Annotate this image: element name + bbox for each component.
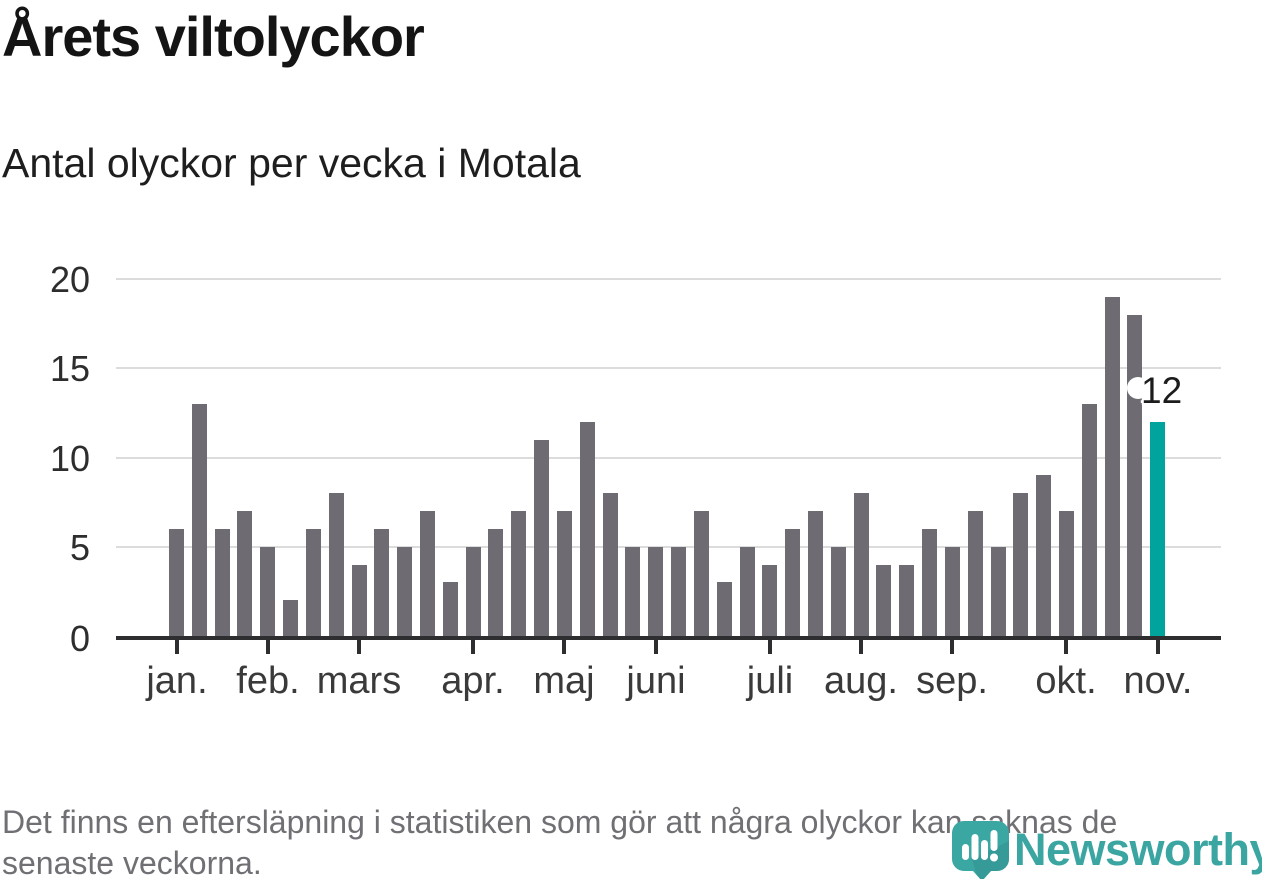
bar-week-43 bbox=[1127, 315, 1142, 636]
footnote: Det finns en eftersläpning i statistiken… bbox=[2, 802, 1117, 879]
y-tick-label-0: 0 bbox=[69, 618, 90, 659]
bar-week-40 bbox=[1059, 511, 1074, 636]
x-label-nov: nov. bbox=[1123, 660, 1193, 702]
bar-week-1 bbox=[169, 529, 184, 636]
bar-week-29 bbox=[808, 511, 823, 636]
bar-week-11 bbox=[397, 547, 412, 636]
bar-week-30 bbox=[831, 547, 846, 636]
bar-week-17 bbox=[534, 440, 549, 636]
bar-week-3 bbox=[215, 529, 230, 636]
x-tick-aug bbox=[859, 639, 863, 654]
bar-week-2 bbox=[192, 404, 207, 636]
x-label-aug: aug. bbox=[824, 660, 898, 702]
x-tick-apr bbox=[471, 639, 475, 654]
x-tick-okt bbox=[1064, 639, 1068, 654]
x-axis-line bbox=[116, 636, 1221, 640]
bar-week-33 bbox=[899, 565, 914, 636]
x-label-juli: juli bbox=[746, 660, 794, 702]
bar-week-32 bbox=[876, 565, 891, 636]
bar-chart-exclamation-icon bbox=[952, 821, 1009, 879]
bar-week-14 bbox=[466, 547, 481, 636]
bar-week-28 bbox=[785, 529, 800, 636]
bar-week-24 bbox=[694, 511, 709, 636]
bar-week-42 bbox=[1105, 297, 1120, 636]
chart-subtitle: Antal olyckor per vecka i Motala bbox=[2, 140, 581, 186]
x-tick-maj bbox=[562, 639, 566, 654]
bar-week-13 bbox=[443, 582, 458, 636]
bar-week-35 bbox=[945, 547, 960, 636]
bar-week-18 bbox=[557, 511, 572, 636]
footnote-line-1: Det finns en eftersläpning i statistiken… bbox=[2, 804, 1118, 840]
y-tick-label-10: 10 bbox=[49, 437, 90, 479]
bar-week-7 bbox=[306, 529, 321, 636]
x-label-apr: apr. bbox=[441, 660, 505, 702]
bar-week-44 bbox=[1150, 422, 1165, 636]
x-label-juni: juni bbox=[626, 660, 686, 702]
gridline-15 bbox=[116, 367, 1221, 370]
y-tick-label-20: 20 bbox=[49, 259, 90, 300]
bar-week-20 bbox=[603, 493, 618, 636]
x-tick-sep bbox=[950, 639, 954, 654]
bar-week-36 bbox=[968, 511, 983, 636]
bar-week-19 bbox=[580, 422, 595, 636]
bar-week-38 bbox=[1013, 493, 1028, 636]
bar-week-37 bbox=[991, 547, 1006, 636]
bar-week-8 bbox=[329, 493, 344, 636]
bar-week-25 bbox=[717, 582, 732, 636]
x-tick-feb bbox=[266, 639, 270, 654]
newsworthy-logo: Newsworthy bbox=[952, 820, 1262, 879]
callout-notch bbox=[1127, 377, 1149, 399]
bar-week-6 bbox=[283, 600, 298, 636]
bar-week-39 bbox=[1036, 475, 1051, 636]
x-label-okt: okt. bbox=[1035, 660, 1097, 702]
bar-week-23 bbox=[671, 547, 686, 636]
bar-week-9 bbox=[352, 565, 367, 636]
x-tick-jan bbox=[175, 639, 179, 654]
bar-week-16 bbox=[511, 511, 526, 636]
bar-week-5 bbox=[260, 547, 275, 636]
x-tick-mars bbox=[357, 639, 361, 654]
last-value-callout: 12 bbox=[1141, 370, 1183, 411]
bar-week-15 bbox=[488, 529, 503, 636]
x-tick-nov bbox=[1156, 639, 1160, 654]
x-tick-juli bbox=[768, 639, 772, 654]
gridline-10 bbox=[116, 456, 1221, 459]
x-label-mars: mars bbox=[316, 660, 402, 702]
bar-week-22 bbox=[648, 547, 663, 636]
bar-week-31 bbox=[854, 493, 869, 636]
newsworthy-wordmark: Newsworthy bbox=[1014, 824, 1262, 875]
gridline-5 bbox=[116, 545, 1221, 548]
x-label-jan: jan. bbox=[146, 660, 208, 702]
x-tick-juni bbox=[654, 639, 658, 654]
gridline-20 bbox=[116, 278, 1221, 280]
x-label-maj: maj bbox=[533, 660, 595, 702]
chart-title: Årets viltolyckor bbox=[2, 5, 425, 68]
bar-week-21 bbox=[625, 547, 640, 636]
bar-week-12 bbox=[420, 511, 435, 636]
bar-week-26 bbox=[740, 547, 755, 636]
bar-week-34 bbox=[922, 529, 937, 636]
bar-week-27 bbox=[762, 565, 777, 636]
bar-week-10 bbox=[374, 529, 389, 636]
bar-week-4 bbox=[237, 511, 252, 636]
bar-week-41 bbox=[1082, 404, 1097, 636]
x-label-feb: feb. bbox=[236, 660, 300, 702]
y-tick-label-15: 15 bbox=[49, 348, 90, 390]
x-label-sep: sep. bbox=[916, 660, 988, 702]
y-tick-label-5: 5 bbox=[69, 526, 90, 568]
footnote-line-2: senaste veckorna. bbox=[2, 845, 262, 879]
